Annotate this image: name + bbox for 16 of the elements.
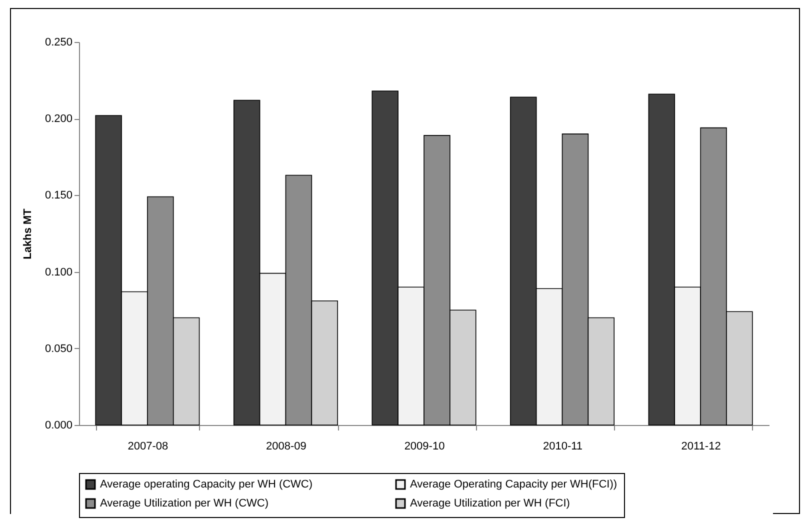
y-tick-label: 0.000: [44, 420, 72, 432]
x-tick-label: 2009-10: [404, 440, 445, 452]
x-tick-label: 2010-11: [542, 440, 583, 452]
legend-label: Average Utilization per WH (FCI): [410, 498, 570, 510]
y-tick-label: 0.100: [44, 266, 72, 278]
x-tick-label: 2008-09: [266, 440, 306, 452]
y-axis-title: Lakhs MT: [22, 208, 34, 260]
y-tick-label: 0.050: [44, 342, 72, 355]
legend-label: Average operating Capacity per WH (CWC): [100, 478, 313, 491]
x-tick-label: 2011-12: [681, 440, 721, 452]
legend-label: Average Operating Capacity per WH(FCI)): [410, 478, 618, 491]
x-tick-label: 2007-08: [128, 440, 168, 452]
y-tick-label: 0.150: [44, 190, 72, 202]
y-tick-label: 0.200: [44, 113, 72, 126]
y-tick-label: 0.250: [44, 36, 72, 48]
legend-label: Average Utilization per WH (CWC): [100, 498, 269, 510]
